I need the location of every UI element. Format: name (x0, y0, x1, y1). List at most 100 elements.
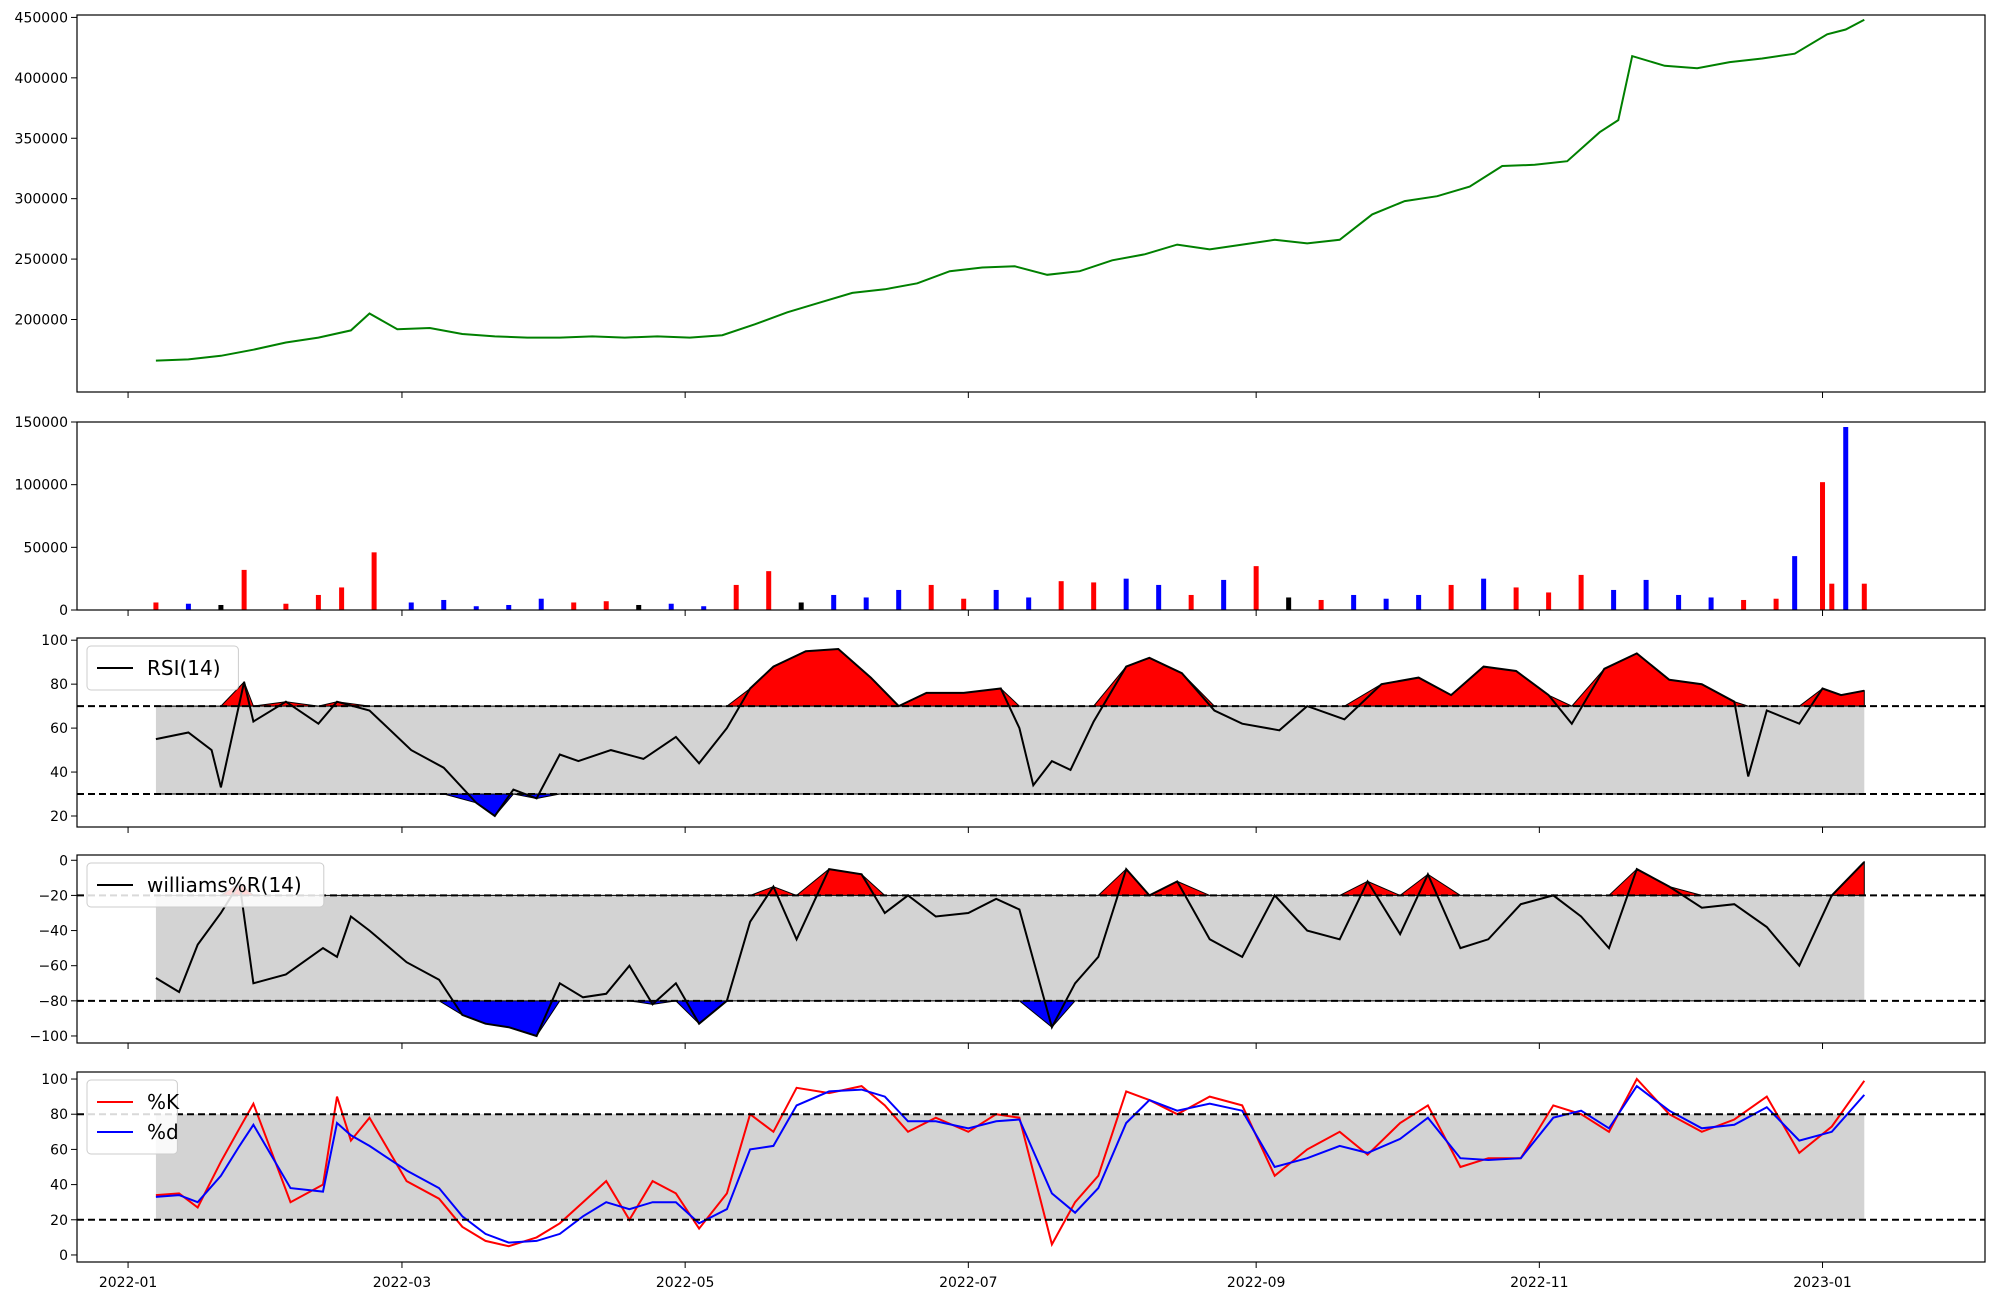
volume-bar (1481, 578, 1487, 610)
volume-bar (1643, 579, 1649, 610)
y-tick-label: −80 (38, 994, 68, 1010)
legend-label: RSI(14) (147, 656, 221, 680)
volume-bar (1820, 482, 1826, 610)
volume-bar (863, 597, 869, 610)
series-line--d (155, 1084, 1866, 1244)
y-tick-label: 300000 (15, 192, 68, 208)
volume-bar (473, 606, 479, 610)
volume-bar (571, 602, 577, 610)
volume-bar (701, 606, 707, 610)
series-line-rsi-14- (155, 647, 1865, 818)
volume-bar (1792, 556, 1798, 610)
volume-bar (153, 602, 159, 610)
volume-bar (766, 571, 772, 610)
legend-label: %K (147, 1090, 180, 1114)
legend-label: %d (147, 1120, 179, 1144)
y-tick-label: 350000 (15, 131, 68, 147)
axes-frame (76, 421, 1986, 611)
panel-5: 0 20 40 60 80 100 2022-01 2022-03 2022-05 2022-07… (41, 1071, 1986, 1291)
legend-label: williams%R(14) (147, 873, 302, 897)
y-tick-label: 50000 (23, 540, 68, 556)
overbought-fill (155, 648, 1865, 707)
volume-bar (1026, 597, 1032, 610)
volume-bar (1416, 594, 1422, 610)
oversold-fill (155, 1000, 1865, 1037)
x-tick-label: 2022-05 (656, 1275, 715, 1291)
volume-bar (1318, 599, 1324, 610)
y-tick-label: 400000 (15, 71, 68, 87)
volume-bar (1221, 579, 1227, 610)
x-tick-label: 2022-11 (1510, 1275, 1569, 1291)
x-tick-label: 2023-01 (1793, 1275, 1852, 1291)
threshold-band (155, 706, 1865, 795)
volume-bar (506, 604, 512, 610)
y-tick-label: 60 (50, 721, 68, 737)
volume-bar (1829, 583, 1835, 610)
volume-bar (1861, 583, 1867, 610)
x-tick-label: 2022-03 (373, 1275, 432, 1291)
y-tick-label: 20 (50, 1213, 68, 1229)
volume-bar (1058, 581, 1064, 610)
volume-bar (1383, 598, 1389, 610)
volume-bar (371, 552, 377, 610)
legend: %K %d (86, 1079, 180, 1155)
volume-bar (1156, 584, 1162, 610)
legend-box (86, 862, 325, 908)
series-line--k (155, 1077, 1866, 1248)
y-tick-label: 100 (41, 633, 68, 649)
volume-bar (733, 584, 739, 610)
volume-bar (1513, 587, 1519, 610)
panel-2: 0 50000 100000 150000 (15, 415, 1986, 619)
volume-bar (1448, 584, 1454, 610)
y-tick-label: 80 (50, 1107, 68, 1123)
volume-bar (1123, 578, 1129, 610)
y-tick-label: 200000 (15, 313, 68, 329)
panel-1: 200000 250000 300000 350000 400000 450000 (15, 10, 1986, 398)
axes-frame (76, 14, 1986, 393)
y-tick-label: 250000 (15, 252, 68, 268)
volume-bar (928, 584, 934, 610)
x-tick-label: 2022-09 (1227, 1275, 1286, 1291)
y-tick-label: 450000 (15, 10, 68, 26)
legend-box (86, 645, 239, 691)
volume-bar (1253, 566, 1259, 610)
volume-bar (1578, 574, 1584, 610)
volume-bar (1676, 594, 1682, 610)
volume-bar (408, 602, 414, 610)
volume-bar (1188, 594, 1194, 610)
volume-bar (636, 604, 642, 610)
volume-bar (441, 599, 447, 610)
y-tick-label: 100000 (15, 478, 68, 494)
volume-bar (1708, 597, 1714, 610)
volume-bar (831, 594, 837, 610)
panel-3: 20 40 60 80 100 RSI(14) (41, 633, 1986, 833)
y-tick-label: 0 (59, 603, 68, 619)
volume-bar (241, 569, 247, 610)
volume-bar (218, 604, 224, 610)
legend-box (86, 1079, 178, 1155)
volume-bar (1286, 597, 1292, 610)
y-tick-label: 0 (59, 853, 68, 869)
axes-frame (76, 1071, 1986, 1263)
panel-4: 0 −20 −40 −60 −80 −100 williams%R(14) (30, 853, 1986, 1049)
volume-bar (603, 601, 609, 610)
y-tick-label: −100 (30, 1029, 68, 1045)
volume-bar (538, 598, 544, 610)
y-tick-label: 40 (50, 1178, 68, 1194)
y-tick-label: 40 (50, 765, 68, 781)
volume-bar (1091, 582, 1097, 610)
volume-bar (1741, 599, 1747, 610)
oversold-fill (155, 793, 1865, 817)
axes-frame (76, 854, 1986, 1044)
y-tick-label: 0 (59, 1248, 68, 1264)
overbought-fill (155, 860, 1865, 897)
series-line-williams-r-14- (155, 861, 1866, 1038)
volume-bar (896, 589, 902, 610)
volume-bar (1773, 598, 1779, 610)
series-line-price (155, 18, 1865, 362)
volume-bar (1611, 589, 1617, 610)
volume-bar (339, 587, 345, 610)
y-tick-label: −20 (38, 888, 68, 904)
volume-bar (1351, 594, 1357, 610)
